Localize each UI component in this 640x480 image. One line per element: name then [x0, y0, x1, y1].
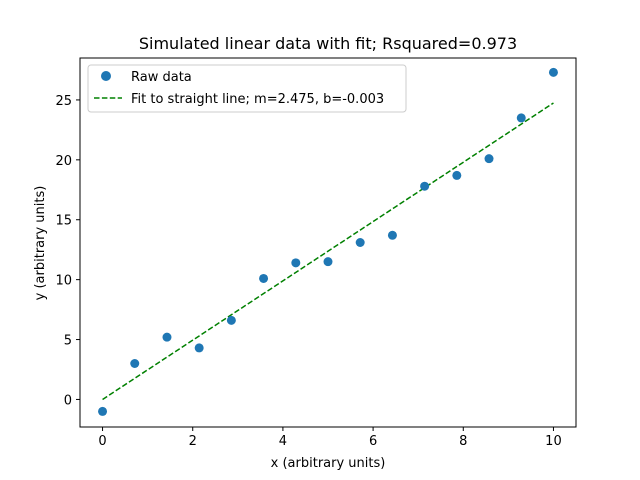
x-tick-label: 0 [98, 434, 106, 449]
scatter-point [98, 406, 108, 416]
scatter-point [162, 332, 172, 342]
scatter-point [420, 181, 430, 191]
y-tick-label: 10 [55, 274, 72, 289]
scatter-point [355, 238, 365, 247]
y-tick-label: 25 [55, 94, 72, 109]
scatter-point [194, 343, 204, 353]
fit-line-layer [102, 102, 554, 401]
legend-box [87, 64, 407, 113]
x-axis-label: x (arbitrary units) [271, 456, 386, 471]
y-tick-label: 5 [64, 334, 72, 349]
y-tick-label: 20 [55, 154, 72, 169]
chart-title: Simulated linear data with fit; Rsquared… [139, 34, 517, 53]
scatter-point [259, 273, 269, 283]
legend-label-raw-data: Raw data [131, 70, 192, 85]
x-axis-ticks: 0 2 4 6 8 10 [98, 427, 562, 449]
scatter-point [291, 258, 301, 268]
scatter-point [130, 359, 140, 369]
legend-marker-raw-data [101, 71, 111, 81]
fit-line [102, 102, 554, 401]
x-tick-label: 6 [369, 434, 377, 449]
x-tick-label: 2 [189, 434, 197, 449]
x-tick-label: 10 [545, 434, 562, 449]
scatter-point [452, 170, 462, 180]
y-tick-label: 15 [55, 214, 72, 229]
scatter-point [387, 230, 397, 240]
scatter-point [226, 315, 236, 325]
axes-frame [79, 57, 577, 428]
scatter-points-layer [98, 67, 558, 416]
scatter-point [548, 67, 558, 77]
y-axis-label: y (arbitrary units) [33, 186, 48, 301]
legend: Raw data Fit to straight line; m=2.475, … [87, 64, 407, 113]
x-tick-label: 8 [459, 434, 467, 449]
y-tick-label: 0 [64, 393, 72, 408]
scatter-point [323, 257, 333, 267]
scatter-point [484, 154, 494, 164]
y-axis-ticks: 0 5 10 15 20 25 [55, 94, 80, 408]
scatter-point [516, 113, 526, 123]
x-tick-label: 4 [279, 434, 287, 449]
legend-label-fit-line: Fit to straight line; m=2.475, b=-0.003 [131, 92, 384, 107]
